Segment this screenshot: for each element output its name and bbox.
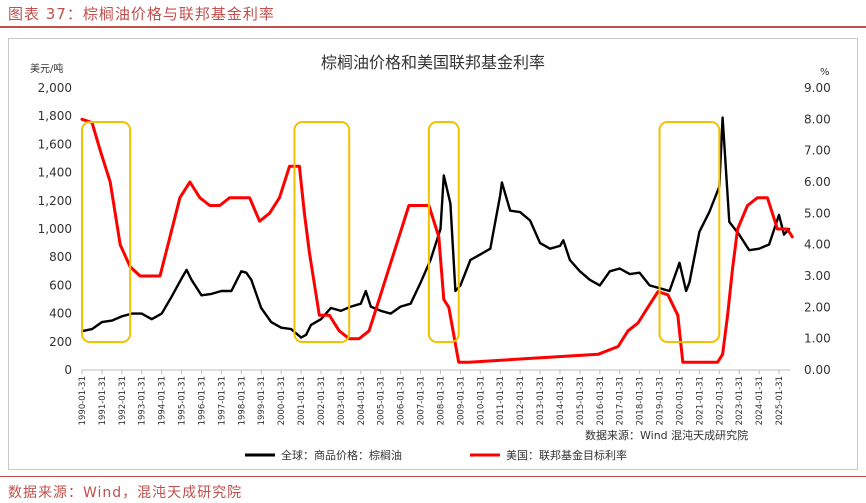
fed-funds-rate-line: [80, 117, 794, 364]
x-tick-label: 2019-01-31: [656, 376, 666, 425]
x-tick-label: 2010-01-31: [476, 376, 486, 425]
x-tick-label: 1997-01-31: [217, 376, 227, 425]
x-tick-label: 2001-01-31: [297, 376, 307, 425]
left-tick-label: 1,400: [38, 166, 72, 180]
highlight-box: [427, 121, 460, 343]
right-tick-label: 5.00: [804, 206, 831, 220]
right-tick-label: 0.00: [804, 363, 831, 377]
highlight-box: [293, 121, 351, 343]
right-axis-unit: %: [820, 67, 830, 78]
x-tick-label: 2013-01-31: [536, 376, 546, 425]
x-tick-label: 2000-01-31: [277, 376, 287, 425]
x-tick-label: 2020-01-31: [675, 376, 685, 425]
legend: 全球：商品价格：棕榈油 美国：联邦基金目标利率: [245, 448, 627, 462]
left-tick-label: 200: [49, 335, 72, 349]
x-tick-label: 2025-01-31: [775, 376, 785, 425]
left-tick-label: 1,800: [38, 109, 72, 123]
right-tick-label: 7.00: [804, 144, 831, 158]
x-tick-label: 1995-01-31: [178, 376, 188, 425]
x-tick-label: 1998-01-31: [237, 376, 247, 425]
right-tick-label: 6.00: [804, 175, 831, 189]
x-tick-label: 2011-01-31: [496, 376, 506, 425]
chart-frame: [8, 38, 858, 470]
left-tick-label: 2,000: [38, 81, 72, 95]
left-tick-label: 800: [49, 250, 72, 264]
left-tick-label: 1,200: [38, 194, 72, 208]
x-tick-label: 2024-01-31: [755, 376, 765, 425]
x-tick-label: 2015-01-31: [576, 376, 586, 425]
x-axis-ticks: 1990-01-31 1991-01-31 1992-01-31 1993-01-31…: [78, 370, 785, 425]
right-tick-label: 1.00: [804, 332, 831, 346]
x-tick-label: 2007-01-31: [417, 376, 427, 425]
palm-oil-price-line: [80, 116, 791, 339]
left-tick-label: 0: [64, 363, 72, 377]
left-tick-label: 400: [49, 307, 72, 321]
right-tick-label: 8.00: [804, 112, 831, 126]
x-tick-label: 2006-01-31: [397, 376, 407, 425]
x-tick-label: 2023-01-31: [735, 376, 745, 425]
x-tick-label: 2017-01-31: [616, 376, 626, 425]
left-tick-label: 600: [49, 278, 72, 292]
legend-label: 美国：联邦基金目标利率: [506, 448, 627, 462]
x-tick-label: 2018-01-31: [636, 376, 646, 425]
x-tick-label: 1999-01-31: [257, 376, 267, 425]
x-tick-label: 2003-01-31: [337, 376, 347, 425]
highlight-box: [658, 121, 721, 343]
x-tick-label: 2004-01-31: [357, 376, 367, 425]
series-layer: [80, 116, 794, 364]
x-tick-label: 1992-01-31: [118, 376, 128, 425]
highlight-box: [81, 121, 132, 343]
x-tick-label: 2005-01-31: [377, 376, 387, 425]
x-tick-label: 2021-01-31: [695, 376, 705, 425]
x-tick-label: 1990-01-31: [78, 376, 88, 425]
chart-title: 棕榈油价格和美国联邦基金利率: [321, 53, 545, 72]
figure-source: 数据来源：Wind，混沌天成研究院: [8, 485, 243, 501]
x-tick-label: 2002-01-31: [317, 376, 327, 425]
source-rule: [0, 476, 866, 477]
x-tick-label: 1994-01-31: [158, 376, 168, 425]
x-tick-label: 1996-01-31: [197, 376, 207, 425]
title-rule: [0, 26, 866, 28]
left-axis-ticks: 0 200 400 600 800 1,000 1,200 1,400 1,600 1,800 2,…: [38, 81, 72, 377]
right-tick-label: 3.00: [804, 269, 831, 283]
x-tick-label: 2008-01-31: [436, 376, 446, 425]
x-tick-label: 2012-01-31: [516, 376, 526, 425]
in-plot-source: 数据来源：Wind 混沌天成研究院: [585, 428, 748, 442]
legend-label: 全球：商品价格：棕榈油: [281, 448, 402, 462]
x-tick-label: 2014-01-31: [556, 376, 566, 425]
highlight-boxes: [81, 121, 721, 343]
left-tick-label: 1,600: [38, 137, 72, 151]
right-tick-label: 4.00: [804, 238, 831, 252]
right-axis-ticks: 0.00 1.00 2.00 3.00 4.00 5.00 6.00 7.00 8.00 9.00: [804, 81, 831, 377]
figure-title: 图表 37：棕榈油价格与联邦基金利率: [8, 5, 275, 23]
left-tick-label: 1,000: [38, 222, 72, 236]
x-tick-label: 1991-01-31: [98, 376, 108, 425]
x-tick-label: 2022-01-31: [715, 376, 725, 425]
right-tick-label: 9.00: [804, 81, 831, 95]
x-tick-label: 2009-01-31: [456, 376, 466, 425]
x-tick-label: 2016-01-31: [596, 376, 606, 425]
x-tick-label: 1993-01-31: [138, 376, 148, 425]
right-tick-label: 2.00: [804, 300, 831, 314]
left-axis-unit: 美元/吨: [30, 62, 63, 75]
